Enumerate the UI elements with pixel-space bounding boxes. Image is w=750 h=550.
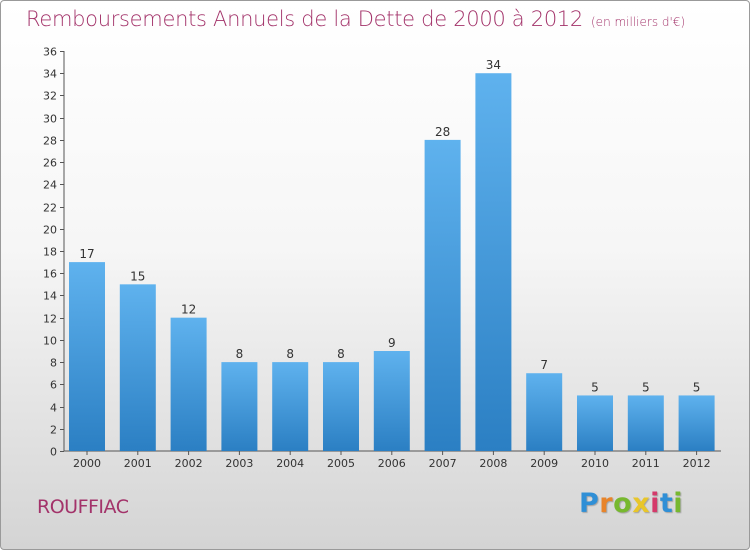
bar [577,395,613,451]
bar [272,362,309,451]
bar-value-label: 8 [236,347,244,361]
bar-value-label: 5 [642,380,650,394]
bar-value-label: 12 [181,303,196,317]
x-tick-label: 2004 [276,457,304,470]
bar [475,73,512,451]
x-tick-label: 2011 [632,457,660,470]
bar [170,317,207,451]
y-tick-label: 12 [43,313,57,326]
bar-value-label: 8 [286,347,294,361]
y-tick-label: 2 [50,424,57,437]
y-tick-label: 0 [50,446,57,459]
y-tick-label: 6 [50,379,57,392]
chart-title: Remboursements Annuels de la Dette de 20… [26,7,685,31]
bar [373,351,410,451]
y-tick-label: 20 [43,224,57,237]
logo-letter: t [659,488,674,519]
y-tick-label: 14 [43,290,57,303]
x-tick-label: 2006 [378,457,406,470]
bar-value-label: 5 [693,380,701,394]
bar-value-label: 17 [79,247,94,261]
logo-letter: P [579,488,600,519]
chart-unit: (en milliers d'€) [591,15,686,29]
y-tick-label: 24 [43,179,57,192]
bar [424,139,461,451]
chart-title-text: Remboursements Annuels de la Dette de 20… [26,7,583,31]
y-tick-label: 4 [50,402,57,415]
x-tick-label: 2008 [479,457,507,470]
chart-labels: 17 2000 15 2001 12 2002 8 2003 8 2004 8 2005 9 2006 28… [73,58,711,470]
y-tick-label: 36 [43,46,57,59]
bar [526,373,563,451]
logo-letter: o [613,488,633,519]
x-tick-label: 2002 [175,457,203,470]
y-tick-label: 26 [43,157,57,170]
x-tick-label: 2010 [581,457,609,470]
x-tick-label: 2003 [225,457,253,470]
x-tick-label: 2012 [683,457,711,470]
y-tick-label: 18 [43,246,57,259]
bar [323,362,359,451]
bar-value-label: 7 [540,358,548,372]
bar [678,395,715,451]
town-name: ROUFFIAC [37,496,129,518]
bar [221,362,258,451]
x-tick-label: 2007 [429,457,457,470]
bar-value-label: 28 [435,125,450,139]
bar-value-label: 15 [130,269,145,283]
x-tick-label: 2001 [124,457,152,470]
bar-value-label: 34 [486,58,501,72]
y-tick-label: 30 [43,113,57,126]
bar [119,284,156,451]
logo-letter: i [673,488,684,519]
bar-value-label: 9 [388,336,396,350]
x-tick-label: 2005 [327,457,355,470]
y-tick-label: 28 [43,135,57,148]
bar [69,262,105,451]
logo-letter: r [599,488,614,519]
logo-letter: x [632,488,651,519]
bar-value-label: 8 [337,347,345,361]
y-tick-label: 22 [43,202,57,215]
logo-letter: i [650,488,660,519]
x-tick-label: 2009 [530,457,558,470]
chart-bars [69,73,715,451]
y-tick-label: 34 [43,68,57,81]
proxiti-logo: Proxiti [579,488,683,519]
bar-value-label: 5 [591,380,599,394]
y-tick-label: 16 [43,268,57,281]
y-tick-label: 8 [50,357,57,370]
x-tick-label: 2000 [73,457,101,470]
y-tick-label: 32 [43,90,57,103]
bar [627,395,664,451]
y-tick-label: 10 [43,335,57,348]
